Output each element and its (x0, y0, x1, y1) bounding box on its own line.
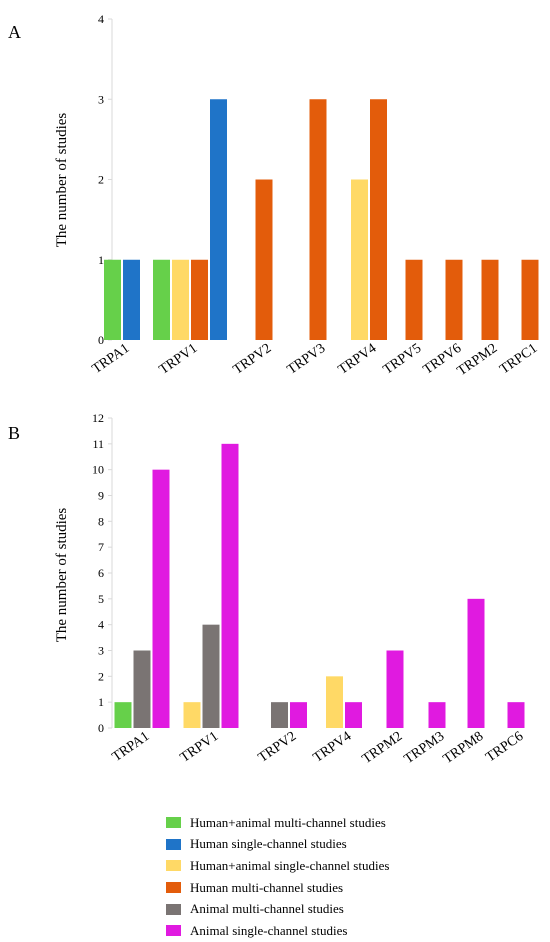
panel-b-bar-trpv4 (345, 702, 362, 728)
panel-a-category-label: TRPV2 (231, 341, 275, 378)
panel-b-ylabel: The number of studies (54, 508, 70, 643)
panel-a-bar-trpv3 (309, 99, 327, 340)
legend-swatch (166, 838, 181, 850)
panel-a-chart: A The number of studies 0 1 2 3 4 TRPA1 TRPV1… (8, 12, 540, 379)
panel-b-bar-trpv2 (271, 702, 288, 728)
panel-a-bar-trpv1 (172, 259, 189, 340)
chart-legend: Human+animal multi-channel studies Human … (166, 812, 389, 942)
panel-b-bar-trpc6 (507, 702, 525, 728)
panel-a-y-tick-label: 2 (98, 173, 104, 187)
legend-swatch (166, 882, 181, 894)
panel-b-y-tick-label: 5 (98, 592, 104, 606)
legend-swatch (166, 925, 181, 937)
legend-item: Human+animal single-channel studies (166, 855, 389, 877)
panel-b-bar-trpv1 (183, 702, 201, 728)
panel-b-bar-trpa1 (152, 469, 170, 728)
panel-b-bar-trpa1 (133, 650, 151, 728)
panel-a-bar-trpv1 (153, 259, 170, 340)
panel-b-category-label: TRPM2 (360, 729, 406, 767)
legend-label: Human single-channel studies (190, 836, 347, 852)
panel-a-category-label: TRPV5 (381, 341, 425, 378)
panel-a-bar-trpv6 (445, 259, 463, 340)
panel-b-category-label: TRPM8 (441, 729, 487, 767)
panel-b-y-tick-label: 7 (98, 540, 104, 554)
legend-label: Human multi-channel studies (190, 879, 344, 895)
panel-b-y-tick-label: 4 (98, 618, 104, 632)
legend-swatch (166, 903, 181, 915)
legend-swatch (166, 860, 181, 872)
legend-label: Human+animal single-channel studies (190, 857, 390, 873)
panel-b-category-label: TRPV4 (311, 729, 355, 766)
panel-b-category-label: TRPM3 (402, 729, 448, 767)
panel-b-bar-trpv1 (221, 443, 239, 728)
panel-a-y-tick-label: 0 (98, 333, 104, 347)
panel-b-bar-trpm8 (467, 598, 485, 728)
panel-a-letter: A (8, 22, 21, 42)
panel-b-category-label: TRPV1 (178, 729, 222, 766)
panel-b-y-tick-label: 1 (98, 695, 104, 709)
panel-a-bar-trpv5 (405, 259, 423, 340)
legend-label: Animal multi-channel studies (190, 901, 344, 917)
legend-item: Animal single-channel studies (166, 920, 389, 942)
panel-a-category-label: TRPM2 (455, 341, 501, 379)
legend-item: Animal multi-channel studies (166, 898, 389, 920)
panel-b-bar-trpm3 (428, 702, 446, 728)
panel-b-y-tick-label: 6 (98, 566, 104, 580)
panel-a-category-label: TRPV1 (157, 341, 201, 378)
panel-a-category-label: TRPC1 (497, 341, 540, 377)
panel-b-bar-trpv1 (202, 624, 220, 728)
panel-b-category-label: TRPC6 (483, 729, 526, 765)
panel-a-category-label: TRPV3 (285, 341, 329, 378)
panel-b-bar-trpm2 (386, 650, 404, 728)
legend-label: Animal single-channel studies (190, 922, 348, 938)
panel-a-category-label: TRPA1 (90, 341, 133, 377)
panel-b-letter: B (8, 423, 20, 443)
panel-a-bar-trpa1 (104, 259, 121, 340)
legend-item: Human multi-channel studies (166, 877, 389, 899)
panel-b-y-tick-label: 2 (98, 669, 104, 683)
panel-a-bar-trpc1 (521, 259, 539, 340)
legend-item: Human single-channel studies (166, 834, 389, 856)
legend-item: Human+animal multi-channel studies (166, 812, 389, 834)
panel-a-bar-trpv1 (191, 259, 208, 340)
panel-b-category-label: TRPV2 (256, 729, 300, 766)
panel-b-y-tick-label: 11 (92, 437, 104, 451)
panel-b-y-tick-label: 10 (92, 463, 104, 477)
panel-b-bar-trpv4 (326, 676, 343, 728)
panel-b-bar-trpa1 (114, 702, 132, 728)
panel-a-y-tick-label: 4 (98, 12, 104, 26)
panel-b-y-tick-label: 3 (98, 644, 104, 658)
panel-b-bar-trpv2 (290, 702, 307, 728)
panel-a-bar-trpm2 (481, 259, 499, 340)
panel-b-category-label: TRPA1 (110, 729, 153, 765)
panel-b-y-tick-label: 0 (98, 721, 104, 735)
panel-b-y-tick-label: 12 (92, 411, 104, 425)
panel-b-y-tick-label: 8 (98, 514, 104, 528)
panel-b-chart: B The number of studies 0123456789101112… (8, 411, 526, 767)
panel-a-y-tick-label: 3 (98, 92, 104, 106)
panel-a-bar-trpv4 (370, 99, 387, 340)
legend-swatch (166, 817, 181, 829)
panel-a-bar-trpv1 (210, 99, 227, 340)
panel-a-bar-trpv2 (255, 179, 273, 340)
panel-a-bar-trpv4 (351, 179, 368, 340)
panel-a-y-tick-label: 1 (98, 253, 104, 267)
legend-label: Human+animal multi-channel studies (190, 814, 386, 830)
panel-b-y-tick-label: 9 (98, 489, 104, 503)
panel-a-bar-trpa1 (123, 259, 140, 340)
panel-a-category-label: TRPV4 (336, 341, 380, 378)
panel-a-ylabel: The number of studies (54, 113, 70, 248)
